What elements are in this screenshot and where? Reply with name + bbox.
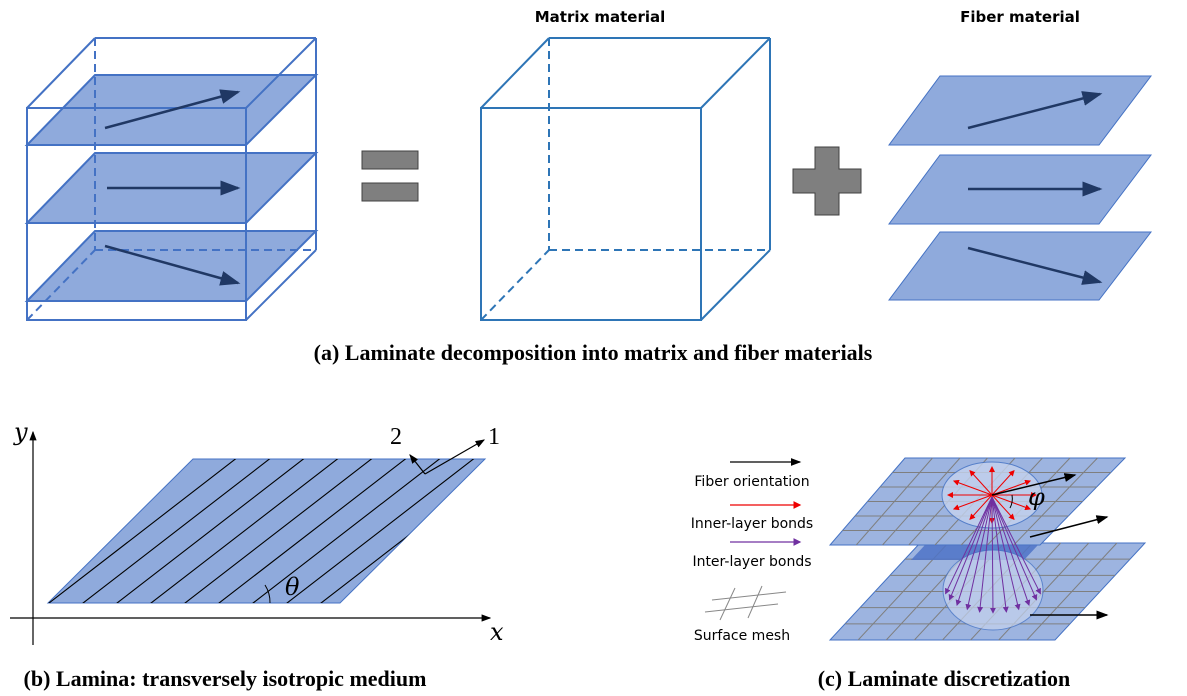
lamina: [48, 459, 485, 603]
meshes: [830, 458, 1145, 640]
caption-c: (c) Laminate discretization: [818, 666, 1071, 691]
legend: Fiber orientation Inner-layer bonds Inte…: [691, 462, 813, 644]
figure: Matrix material Fiber material (a) Lamin…: [0, 0, 1187, 696]
phi-label: φ: [1028, 483, 1045, 511]
plus-sign: [793, 147, 861, 215]
dir-2-label: 2: [390, 424, 402, 450]
laminate-cube: [27, 38, 316, 320]
y-axis-label: y: [13, 418, 28, 446]
caption-b: (b) Lamina: transversely isotropic mediu…: [24, 666, 427, 691]
theta-label: θ: [285, 573, 300, 601]
matrix-cube: [481, 38, 770, 320]
dir-1-label: 1: [488, 424, 500, 450]
legend-fiber: Fiber orientation: [694, 474, 809, 490]
equals-sign: [362, 151, 418, 201]
x-axis-label: x: [490, 618, 504, 646]
caption-a: (a) Laminate decomposition into matrix a…: [314, 340, 873, 365]
matrix-label: Matrix material: [535, 8, 666, 26]
legend-mesh: Surface mesh: [694, 628, 790, 644]
fiber-layers: [889, 76, 1151, 300]
legend-inter: Inter-layer bonds: [692, 554, 811, 570]
fiber-label: Fiber material: [960, 8, 1080, 26]
legend-inner: Inner-layer bonds: [691, 516, 813, 532]
